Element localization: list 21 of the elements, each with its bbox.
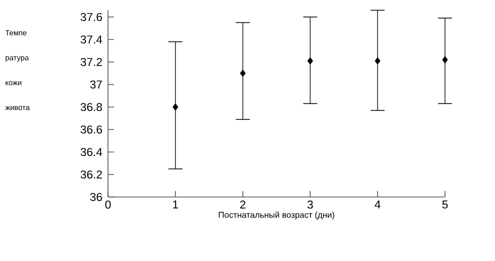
y-tick-label: 37	[90, 80, 102, 89]
x-tick-label: 5	[442, 200, 448, 209]
x-tick-label: 0	[105, 200, 111, 209]
x-tick-label: 1	[173, 200, 178, 208]
point	[442, 56, 448, 64]
y-tick-label: 37.2	[80, 58, 102, 66]
y-tick-label: 37.6	[80, 12, 102, 22]
y-tick-label: 37.4	[80, 35, 102, 44]
y-tick-label: 36	[90, 192, 102, 202]
x-tick-label: 4	[374, 200, 380, 208]
y-tick-label: 36.2	[80, 170, 102, 179]
point	[374, 57, 380, 65]
x-tick-label: 3	[307, 200, 313, 209]
x-axis-title: Постнатальный возраст (дни)	[218, 211, 334, 220]
point	[240, 70, 246, 77]
point	[172, 103, 178, 111]
y-tick-label: 36.6	[80, 125, 102, 134]
x-tick-label: 2	[240, 200, 246, 209]
point	[307, 57, 314, 65]
y-tick-label: 36.4	[80, 148, 102, 156]
y-tick-label: 36.8	[80, 102, 102, 112]
